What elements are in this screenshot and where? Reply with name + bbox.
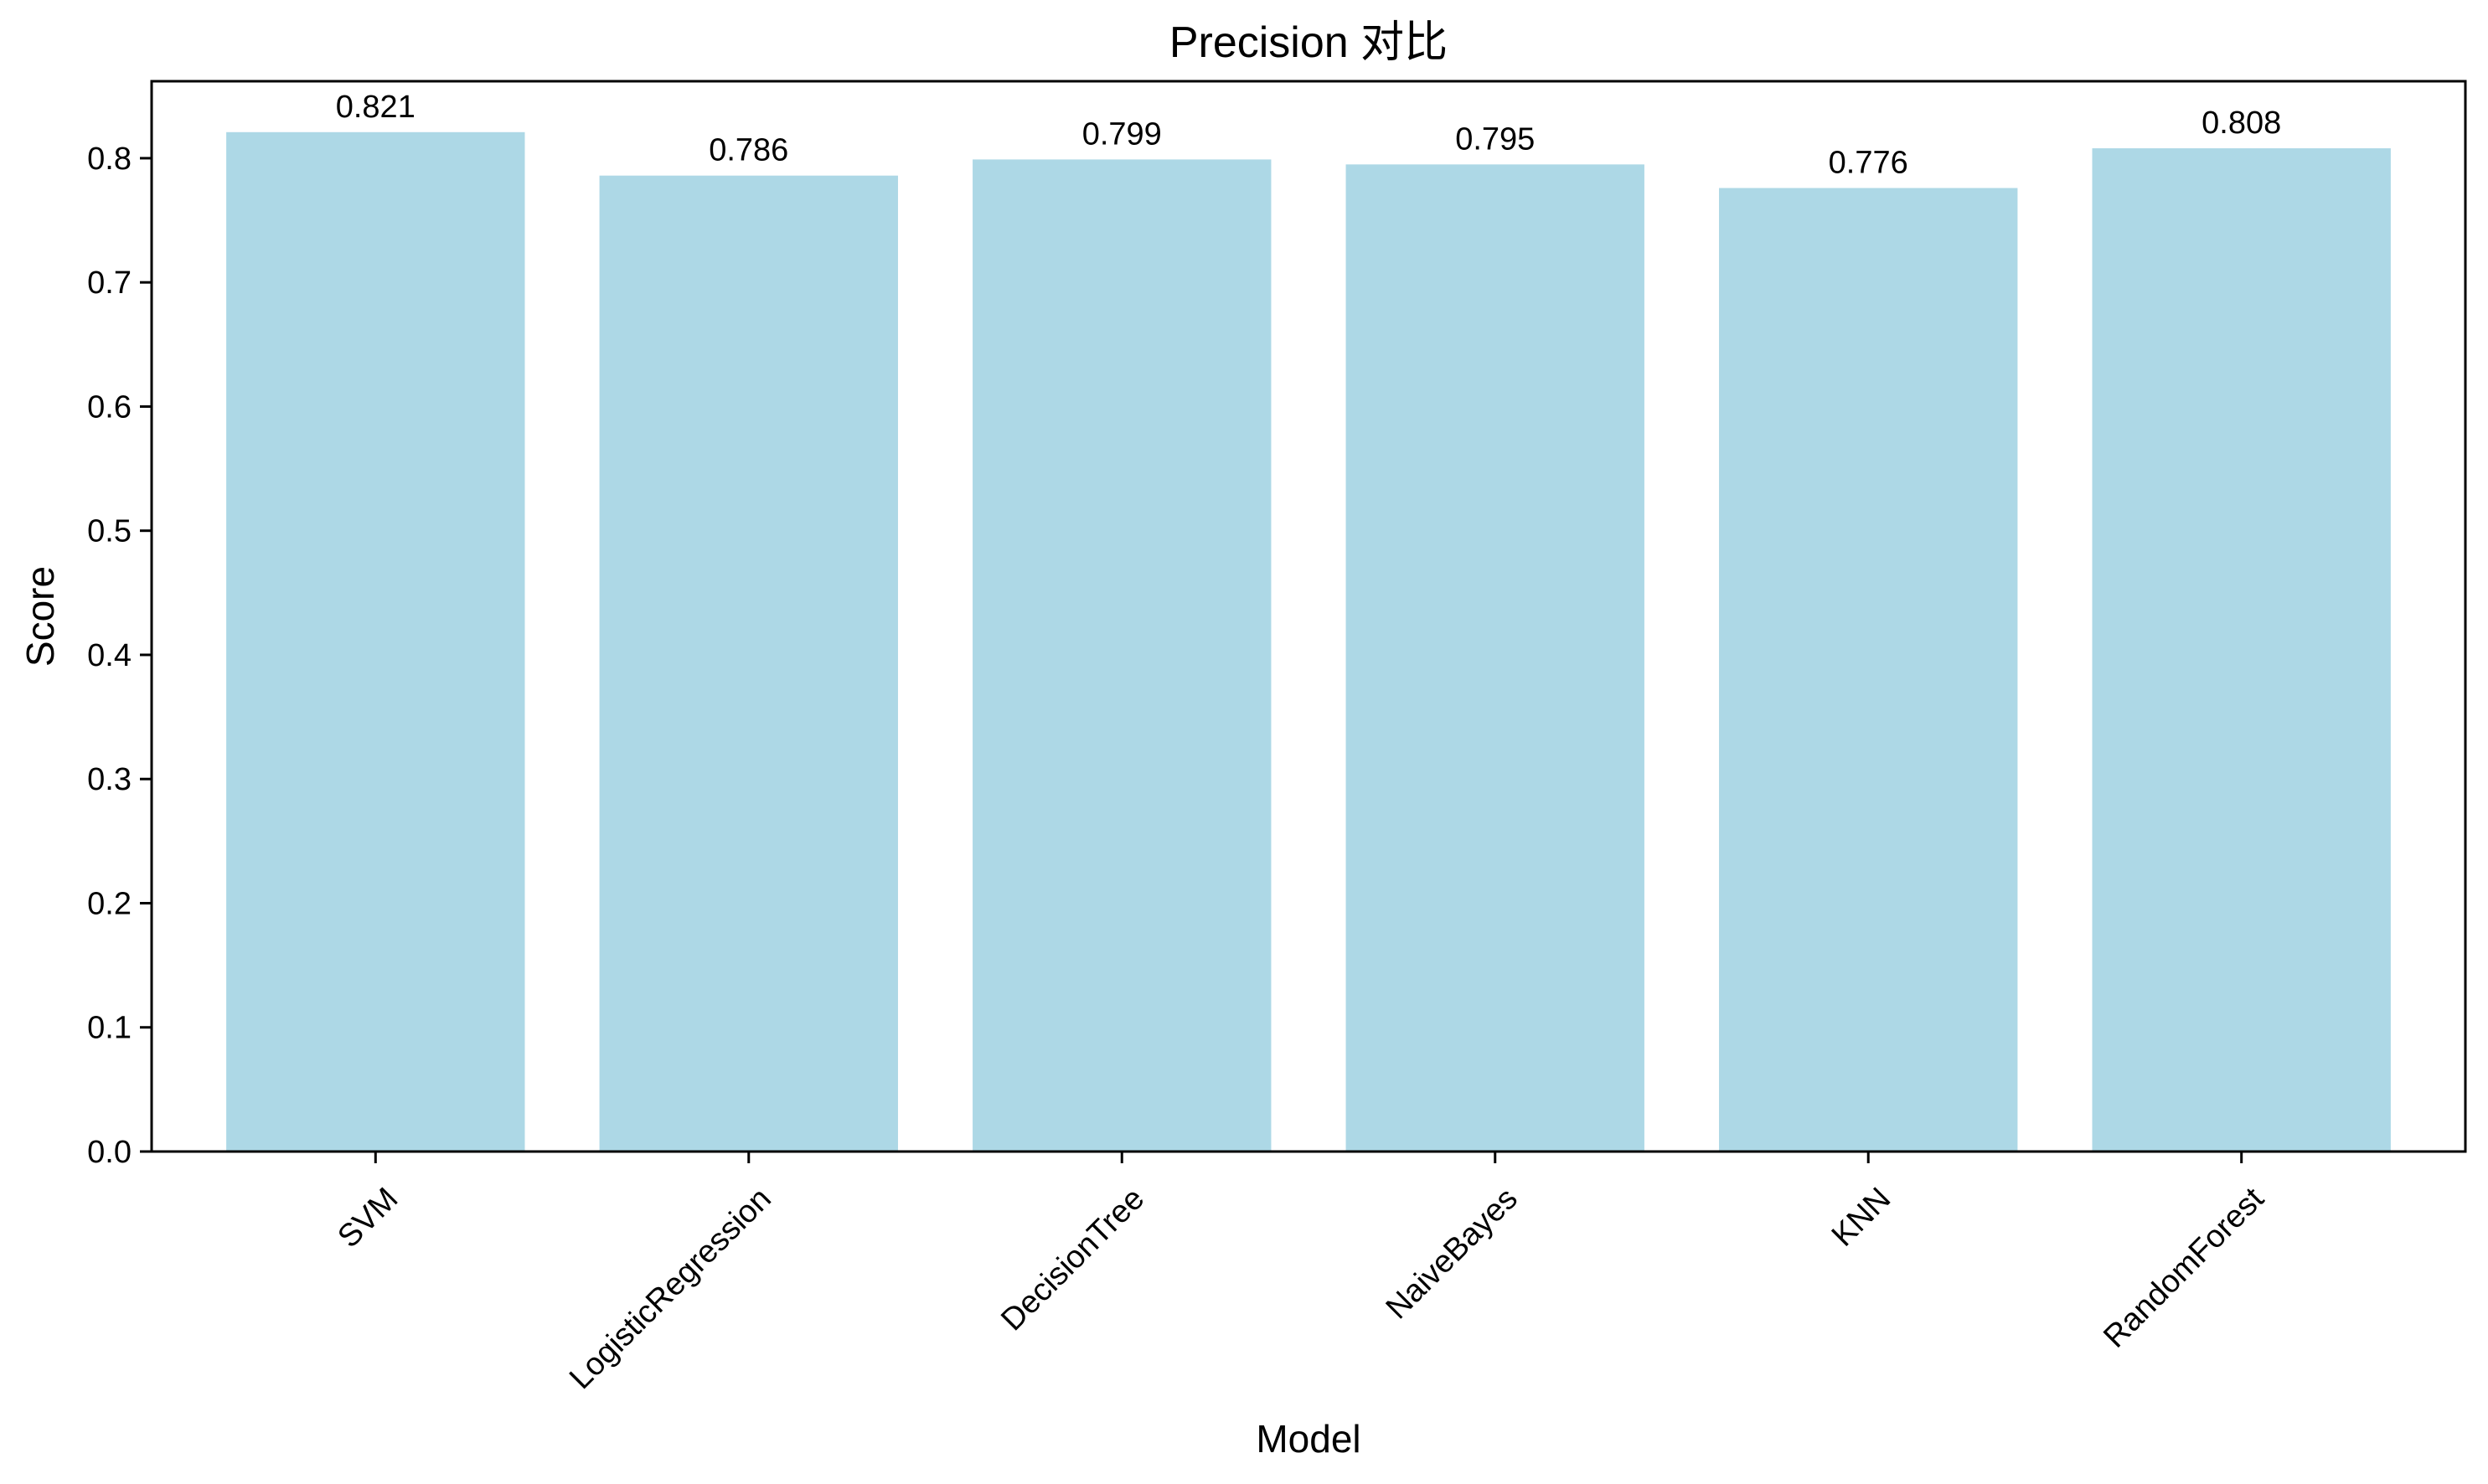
chart-title: Precision 对比	[1169, 18, 1448, 67]
y-tick-label-0.2: 0.2	[87, 886, 132, 921]
y-tick-label-0.5: 0.5	[87, 514, 132, 549]
data-label-KNN: 0.776	[1829, 146, 1908, 181]
data-labels-layer: 0.821 0.786 0.799 0.795 0.776 0.808	[336, 90, 2282, 181]
y-tick-label-0.4: 0.4	[87, 638, 132, 673]
bar-DecisionTree	[973, 159, 1272, 1152]
data-label-DecisionTree: 0.799	[1082, 116, 1162, 152]
bar-NaiveBayes	[1345, 164, 1644, 1152]
y-tick-label-0.3: 0.3	[87, 762, 132, 797]
bar-LogisticRegression	[599, 175, 898, 1152]
y-tick-label-0.1: 0.1	[87, 1011, 132, 1046]
y-axis-label: Score	[18, 566, 62, 667]
bars-layer	[226, 131, 2391, 1152]
data-label-LogisticRegression: 0.786	[709, 133, 788, 168]
data-label-RandomForest: 0.808	[2202, 106, 2281, 141]
y-tick-label-0.7: 0.7	[87, 265, 132, 301]
y-tick-label-0.6: 0.6	[87, 389, 132, 425]
x-axis-label: Model	[1256, 1417, 1360, 1461]
plot-frame	[150, 80, 2467, 1153]
data-label-SVM: 0.821	[336, 90, 416, 125]
data-label-NaiveBayes: 0.795	[1455, 121, 1535, 157]
bar-KNN	[1719, 188, 2018, 1152]
y-tick-label-0.0: 0.0	[87, 1135, 132, 1170]
y-tick-label-0.8: 0.8	[87, 142, 132, 177]
bar-SVM	[226, 131, 525, 1152]
bar-RandomForest	[2092, 148, 2391, 1152]
